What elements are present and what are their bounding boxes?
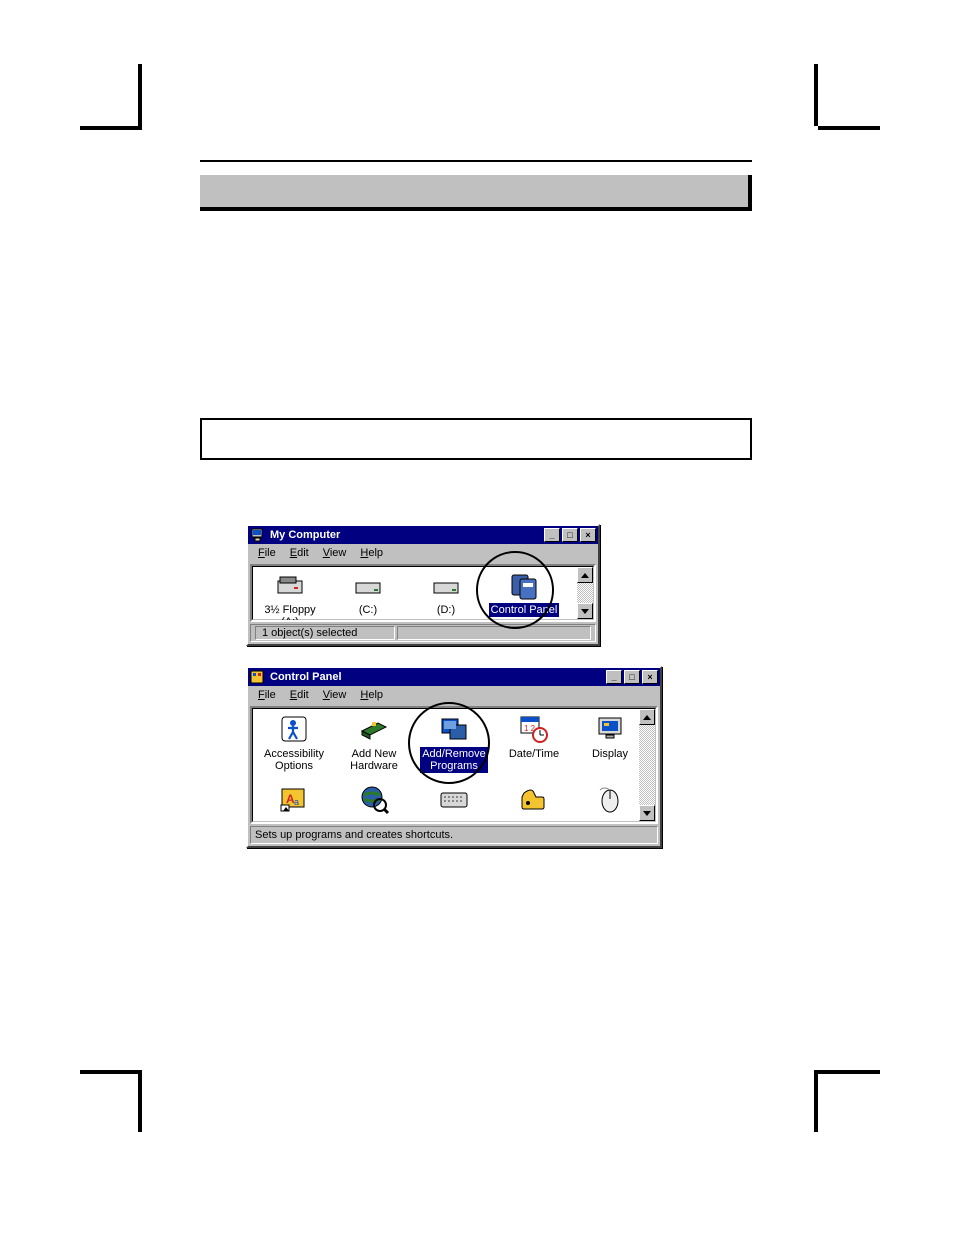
icon-add-remove-programs[interactable]: Add/RemovePrograms <box>417 713 491 773</box>
control-panel-icon <box>250 669 266 685</box>
window-my-computer: My Computer _ □ × File Edit View Help <box>246 524 600 646</box>
menu-help[interactable]: Help <box>354 546 389 560</box>
accessibility-icon <box>278 713 310 745</box>
icon-label: Date/Time <box>507 747 561 761</box>
icon-label: AccessibilityOptions <box>262 747 326 773</box>
icon-drive-d[interactable]: (D:) <box>409 569 483 617</box>
icon-fonts[interactable]: A a <box>257 783 331 817</box>
icon-date-time[interactable]: 1 2 Date/Time <box>497 713 571 761</box>
menu-file[interactable]: File <box>252 688 282 702</box>
add-remove-programs-icon <box>438 713 470 745</box>
menu-edit[interactable]: Edit <box>284 688 315 702</box>
keyboard-icon <box>438 783 470 815</box>
menu-help[interactable]: Help <box>354 688 389 702</box>
menubar: File Edit View Help <box>248 544 598 562</box>
title-text: Control Panel <box>270 671 342 683</box>
crop-mark <box>818 126 880 130</box>
icon-label: 3½ Floppy (A:) <box>253 603 327 622</box>
hard-drive-icon <box>352 569 384 601</box>
icon-mouse[interactable] <box>573 783 647 817</box>
vertical-scrollbar[interactable] <box>577 567 593 619</box>
date-time-icon: 1 2 <box>518 713 550 745</box>
status-text: Sets up programs and creates shortcuts. <box>255 829 453 841</box>
icon-accessibility-options[interactable]: AccessibilityOptions <box>257 713 331 773</box>
floppy-drive-icon <box>274 569 306 601</box>
empty-outline-box <box>200 418 752 460</box>
window-control-panel: Control Panel _ □ × File Edit View Help <box>246 666 662 848</box>
menu-view[interactable]: View <box>317 688 353 702</box>
client-area: AccessibilityOptions Add NewHardware <box>250 706 658 824</box>
horizontal-rule <box>200 160 752 162</box>
client-area: 3½ Floppy (A:) (C:) (D <box>250 564 596 622</box>
crop-mark <box>138 64 142 126</box>
titlebar[interactable]: My Computer _ □ × <box>248 526 598 544</box>
minimize-button[interactable]: _ <box>544 528 560 542</box>
icon-display[interactable]: Display <box>573 713 647 761</box>
icon-modems[interactable] <box>497 783 571 817</box>
icon-label: Add NewHardware <box>348 747 400 773</box>
icon-add-new-hardware[interactable]: Add NewHardware <box>337 713 411 773</box>
status-pane <box>397 626 591 640</box>
icon-label: Control Panel <box>489 603 560 617</box>
title-text: My Computer <box>270 529 340 541</box>
close-button[interactable]: × <box>580 528 596 542</box>
crop-mark <box>80 1070 142 1074</box>
status-bar: 1 object(s) selected <box>250 624 596 642</box>
menubar: File Edit View Help <box>248 686 660 704</box>
modem-icon <box>518 783 550 815</box>
minimize-button[interactable]: _ <box>606 670 622 684</box>
status-bar: Sets up programs and creates shortcuts. <box>250 826 658 844</box>
icon-floppy-a[interactable]: 3½ Floppy (A:) <box>253 569 327 622</box>
icon-label: Display <box>590 747 630 761</box>
menu-edit[interactable]: Edit <box>284 546 315 560</box>
hardware-icon <box>358 713 390 745</box>
hard-drive-icon <box>430 569 462 601</box>
control-panel-icon <box>508 569 540 601</box>
icon-control-panel[interactable]: Control Panel <box>487 569 561 617</box>
menu-view[interactable]: View <box>317 546 353 560</box>
icon-label: Add/RemovePrograms <box>420 747 488 773</box>
menu-file[interactable]: File <box>252 546 282 560</box>
scroll-up-button[interactable] <box>577 567 593 583</box>
icon-label: (D:) <box>435 603 457 617</box>
mycomputer-icon <box>250 527 266 543</box>
crop-mark <box>818 1070 880 1074</box>
scroll-down-button[interactable] <box>577 603 593 619</box>
status-text: 1 object(s) selected <box>255 626 395 640</box>
crop-mark <box>80 126 142 130</box>
crop-mark <box>814 1070 818 1132</box>
crop-mark <box>814 64 818 126</box>
shaded-heading-bar <box>200 175 752 211</box>
titlebar[interactable]: Control Panel _ □ × <box>248 668 660 686</box>
svg-text:a: a <box>294 797 299 807</box>
icon-label: (C:) <box>357 603 379 617</box>
icon-drive-c[interactable]: (C:) <box>331 569 405 617</box>
maximize-button[interactable]: □ <box>562 528 578 542</box>
crop-mark <box>138 1070 142 1132</box>
display-icon <box>594 713 626 745</box>
icon-internet[interactable] <box>337 783 411 817</box>
close-button[interactable]: × <box>642 670 658 684</box>
internet-icon <box>358 783 390 815</box>
scroll-track[interactable] <box>577 583 593 603</box>
fonts-icon: A a <box>278 783 310 815</box>
mouse-icon <box>594 783 626 815</box>
maximize-button[interactable]: □ <box>624 670 640 684</box>
icon-keyboard[interactable] <box>417 783 491 817</box>
